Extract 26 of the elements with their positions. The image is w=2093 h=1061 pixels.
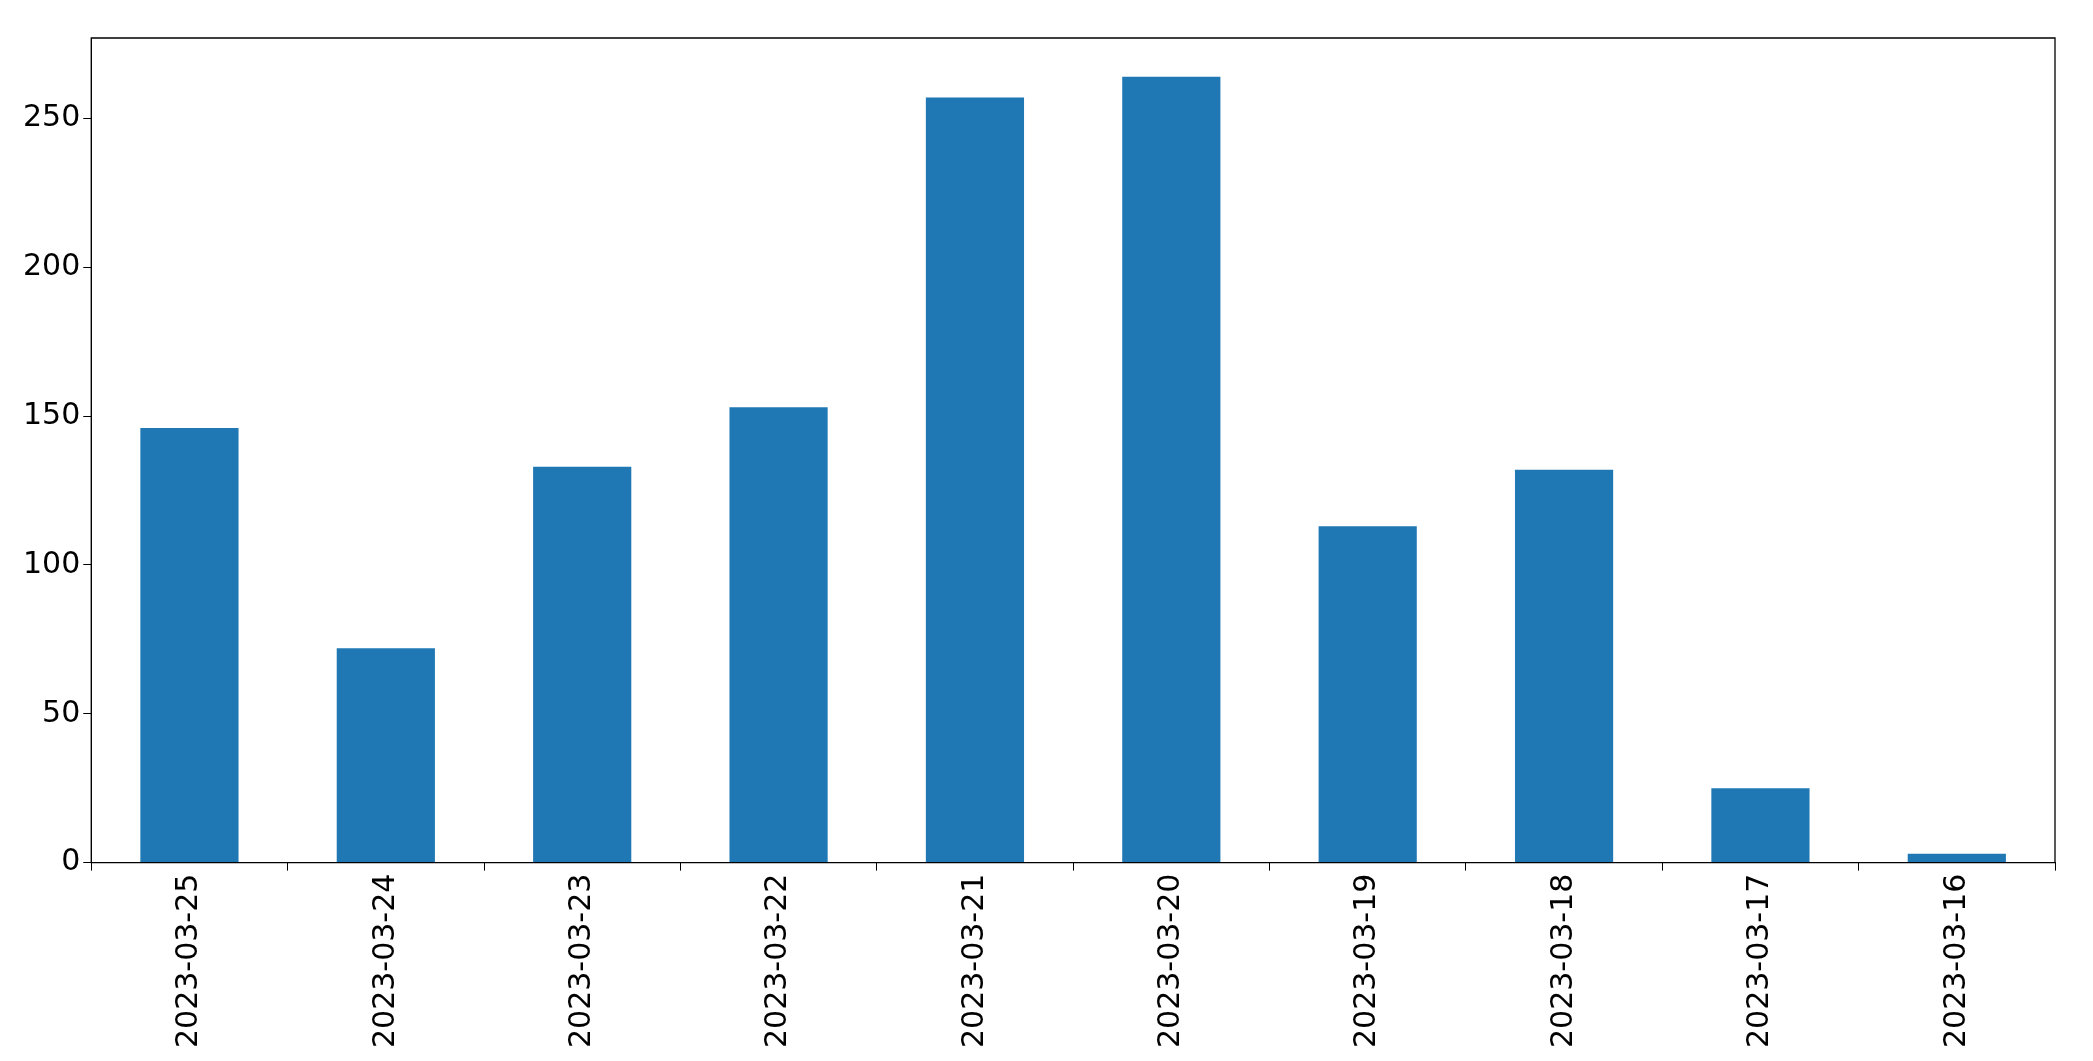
y-tick-label: 50 bbox=[42, 693, 81, 729]
x-tick-label: 2023-03-17 bbox=[1740, 873, 1776, 1049]
x-tick-label: 2023-03-18 bbox=[1543, 873, 1579, 1049]
bar bbox=[533, 466, 632, 863]
x-tick-label: 2023-03-21 bbox=[954, 873, 990, 1049]
y-tick-label: 100 bbox=[23, 544, 81, 580]
bar bbox=[1122, 76, 1221, 863]
bar bbox=[925, 97, 1025, 863]
x-tick-label: 2023-03-22 bbox=[758, 873, 794, 1049]
x-tick-label: 2023-03-19 bbox=[1347, 873, 1383, 1049]
bar bbox=[1514, 469, 1614, 863]
bar bbox=[1907, 853, 2006, 863]
x-tick-label: 2023-03-23 bbox=[561, 873, 597, 1049]
x-tick-label: 2023-03-24 bbox=[365, 873, 401, 1049]
bar bbox=[729, 407, 828, 863]
x-tick-label: 2023-03-20 bbox=[1151, 873, 1187, 1049]
y-tick-label: 0 bbox=[61, 842, 81, 878]
bar bbox=[1711, 788, 1810, 863]
y-tick-label: 250 bbox=[23, 98, 81, 134]
x-tick-label: 2023-03-25 bbox=[169, 873, 205, 1049]
y-tick-label: 200 bbox=[23, 247, 81, 283]
bar bbox=[336, 648, 435, 863]
x-tick-label: 2023-03-16 bbox=[1936, 873, 1972, 1049]
y-tick-label: 150 bbox=[23, 395, 81, 431]
bar bbox=[1318, 526, 1417, 863]
bar bbox=[140, 428, 239, 863]
